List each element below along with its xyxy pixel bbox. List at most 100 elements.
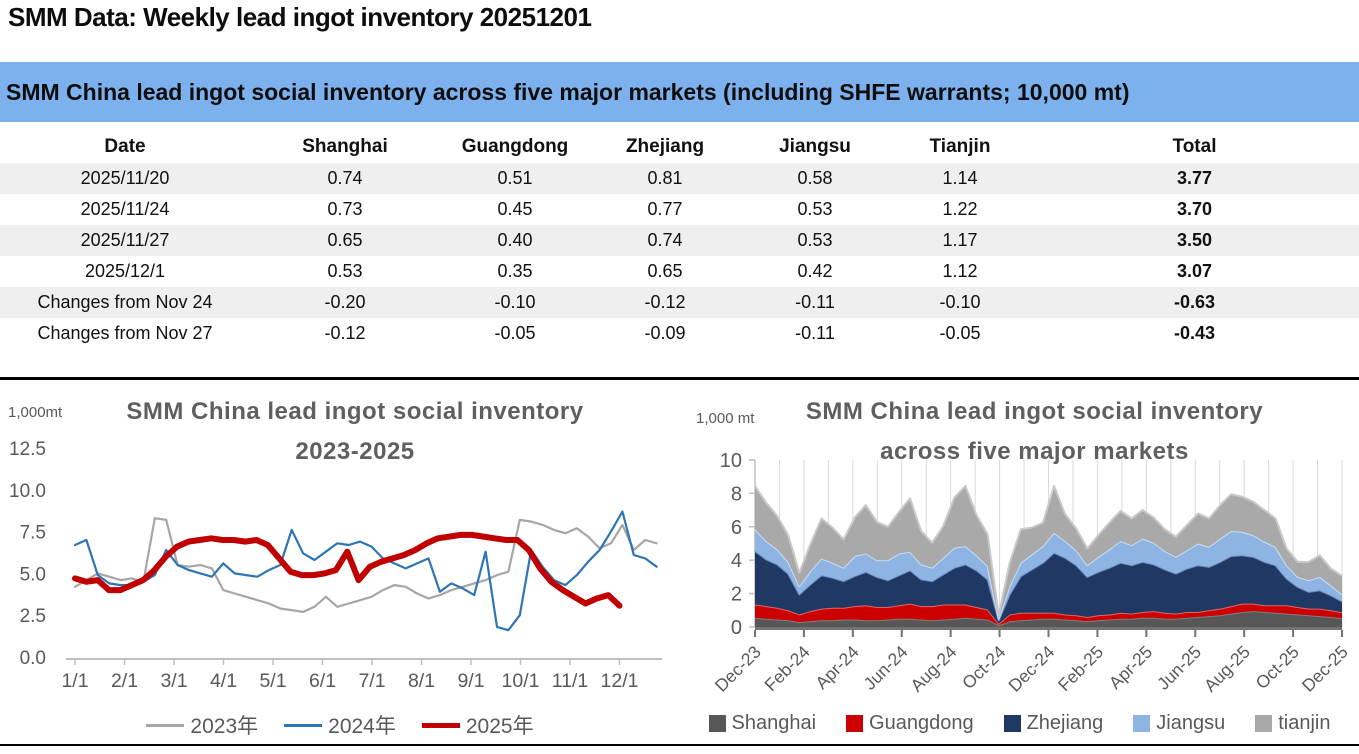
area-series-tianjin [755, 485, 1342, 619]
table-cell: 1.14 [942, 168, 978, 188]
y-tick-label: 2 [731, 584, 742, 606]
table-cell: -0.10 [939, 292, 981, 312]
column-header: Total [1172, 135, 1217, 157]
legend-line-swatch [146, 723, 185, 727]
table-cell: -0.10 [494, 292, 536, 312]
x-tick-label: Jun-25 [1153, 642, 1205, 694]
legend-item: 2023年 [146, 710, 258, 740]
legend-item: Guangdong [846, 712, 974, 735]
line-chart-legend: 2023年 2024年 2025年 [0, 710, 680, 740]
x-tick-label: 9/1 [457, 670, 484, 692]
legend-box-swatch [708, 715, 726, 732]
table-cell: -0.09 [644, 323, 686, 343]
legend-label: Jiangsu [1156, 712, 1226, 734]
x-tick-label: Jun-24 [860, 642, 912, 694]
table-cell: 2025/11/24 [80, 199, 170, 219]
y-tick-label: 8 [731, 483, 742, 505]
area-chart-five-markets: 0 2 4 6 8 10 Dec-23 Feb-24 Apr-24 Jun-24 Aug-24 Oct… [680, 384, 1359, 746]
legend-label: 2025年 [465, 715, 534, 738]
table-cell: 2025/11/20 [80, 168, 170, 188]
x-tick-label: 6/1 [309, 670, 336, 692]
line-chart-plot: 0.0 2.5 5.0 7.5 10.0 12.5 1/1 2/1 3/1 4/1 5/1 6/1 7/… [9, 439, 662, 692]
table-cell: -0.63 [1173, 292, 1216, 312]
y-tick-label: 4 [731, 550, 742, 572]
x-tick-label: Apr-25 [1105, 642, 1156, 693]
legend-item: 2025年 [421, 710, 534, 740]
x-tick-label: Feb-24 [760, 642, 814, 696]
inventory-table: Date Shanghai Guangdong Zhejiang Jiangsu Tian… [0, 130, 1359, 349]
table-banner: SMM China lead ingot social inventory ac… [0, 62, 1359, 122]
table-cell: -0.11 [795, 292, 835, 312]
table-cell: 0.35 [497, 261, 533, 281]
table-cell: 2025/12/1 [84, 261, 166, 281]
column-header: Zhejiang [625, 135, 705, 157]
column-header: Tianjin [929, 135, 991, 157]
legend-item: Jiangsu [1133, 712, 1225, 735]
table-cell: 2025/11/27 [80, 230, 170, 250]
table-cell: 0.65 [327, 230, 363, 250]
table-cell: 1.12 [942, 261, 978, 281]
y-tick-label: 7.5 [20, 523, 46, 544]
y-tick-label: 0.0 [20, 648, 46, 669]
table-cell: Changes from Nov 27 [37, 323, 213, 343]
table-cell: -0.20 [324, 292, 366, 312]
table-cell: 3.70 [1176, 199, 1213, 219]
x-tick-label: 1/1 [61, 670, 88, 692]
table-row: 2025/11/24 0.73 0.45 0.77 0.53 1.22 3.70 [0, 194, 1359, 225]
x-tick-label: 4/1 [210, 670, 237, 692]
divider-line-bottom [0, 744, 1359, 746]
table-cell: 1.22 [942, 199, 978, 219]
table-cell: 3.77 [1176, 168, 1213, 188]
divider-line-top [0, 377, 1359, 380]
table-cell: 3.50 [1176, 230, 1213, 250]
legend-label: 2024年 [328, 715, 396, 738]
x-tick-label: Dec-23 [711, 642, 765, 696]
legend-box-swatch [1003, 715, 1021, 732]
y-tick-label: 6 [731, 517, 742, 539]
x-tick-label: Oct-24 [958, 642, 1009, 693]
line-chart-unit-label: 1,000mt [8, 404, 63, 421]
area-chart-title: SMM China lead ingot social inventory ac… [730, 392, 1339, 472]
page-title: SMM Data: Weekly lead ingot inventory 20… [8, 2, 592, 32]
column-header: Guangdong [461, 135, 569, 157]
series-line-2023年 [73, 517, 658, 613]
table-cell: 0.51 [497, 168, 533, 188]
table-cell: -0.12 [324, 323, 366, 343]
inventory-table-header: Date Shanghai Guangdong Zhejiang Jiangsu Tian… [0, 130, 1359, 163]
column-header: Shanghai [302, 135, 388, 157]
y-tick-label: 10 [720, 450, 742, 472]
x-tick-label: 8/1 [408, 670, 435, 692]
table-cell: 0.53 [797, 230, 833, 250]
inventory-table-body: 2025/11/20 0.74 0.51 0.81 0.58 1.14 3.77 2025/1… [0, 163, 1359, 349]
area-chart-plot: 0246810Dec-23Feb-24Apr-24Jun-24Aug-24Oct… [711, 450, 1352, 696]
table-cell: 0.81 [647, 168, 683, 188]
legend-box-swatch [846, 715, 864, 732]
line-chart-title-line2: 2023-2025 [295, 438, 415, 465]
x-tick-label: Dec-24 [1004, 642, 1058, 696]
legend-line-swatch [284, 723, 323, 727]
legend-label: Zhejiang [1026, 712, 1104, 734]
line-chart-title: SMM China lead ingot social inventory 20… [50, 392, 660, 472]
x-tick-label: Feb-25 [1054, 642, 1107, 695]
table-row: 2025/12/1 0.53 0.35 0.65 0.42 1.12 3.07 [0, 256, 1359, 287]
table-cell: -0.12 [644, 292, 686, 312]
table-cell: Changes from Nov 24 [37, 292, 213, 312]
y-tick-label: 10.0 [9, 481, 46, 502]
table-cell: 0.53 [327, 261, 363, 281]
column-header: Date [104, 135, 146, 157]
table-row: 2025/11/27 0.65 0.40 0.74 0.53 1.17 3.50 [0, 225, 1359, 256]
table-cell: 0.53 [797, 199, 833, 219]
x-tick-label: 7/1 [358, 670, 385, 692]
legend-line-swatch [421, 722, 460, 728]
legend-label: Shanghai [731, 712, 817, 734]
x-tick-label: 2/1 [111, 670, 138, 692]
legend-box-swatch [1255, 715, 1273, 732]
table-cell: 0.42 [797, 261, 833, 281]
table-cell: -0.11 [795, 323, 835, 343]
x-tick-label: Apr-24 [811, 642, 862, 693]
area-series-Guangdong [755, 603, 1342, 626]
table-cell: -0.05 [939, 323, 981, 343]
table-cell: 0.77 [647, 199, 683, 219]
x-tick-label: 11/1 [552, 670, 589, 692]
legend-label: Guangdong [869, 712, 974, 734]
